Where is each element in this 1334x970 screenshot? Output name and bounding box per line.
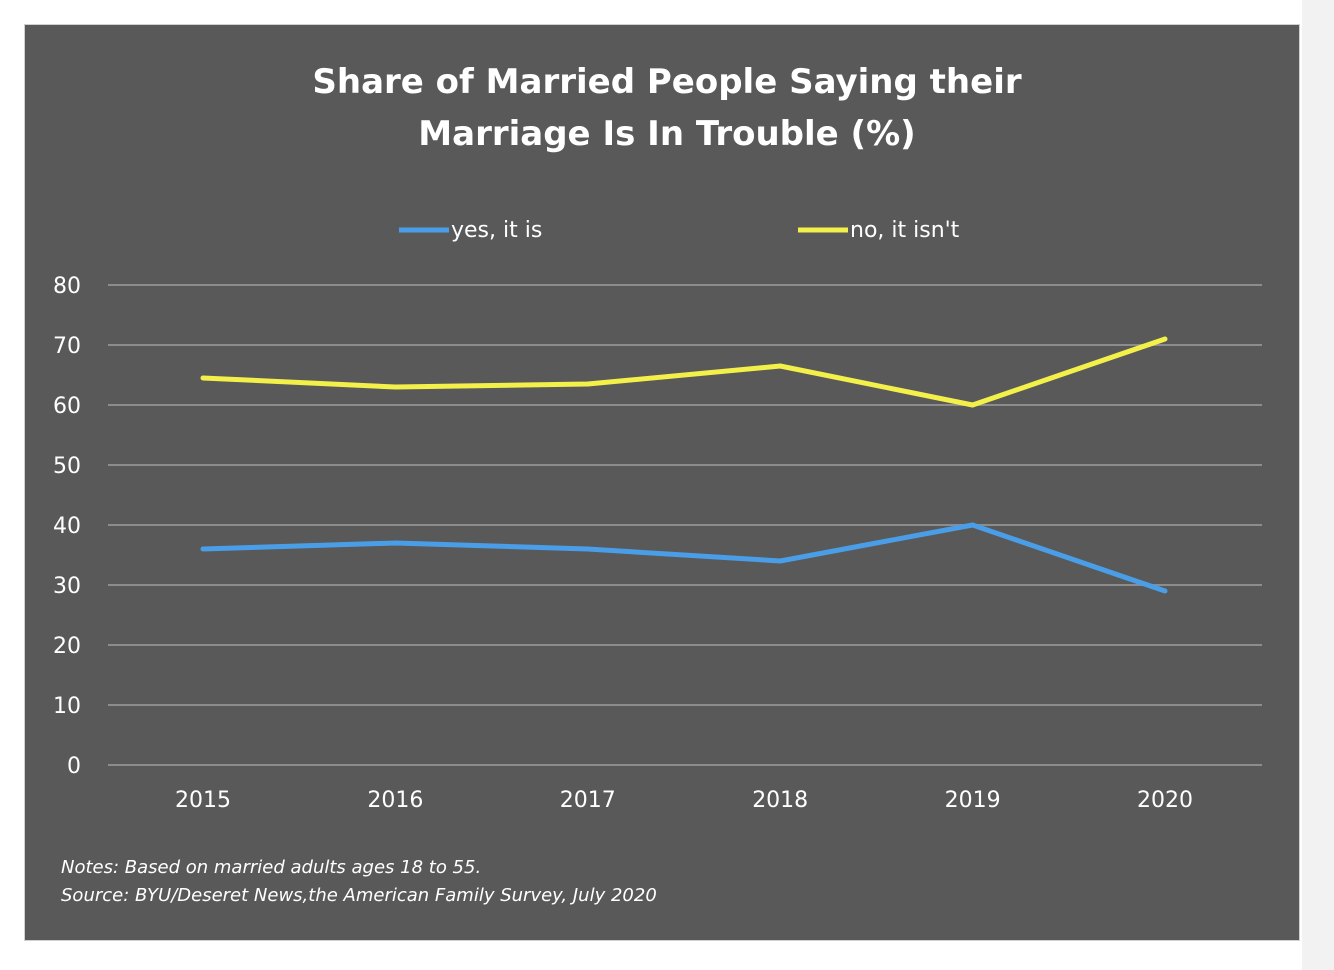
x-tick-label: 2017 <box>560 788 616 813</box>
gridlines <box>108 284 1262 766</box>
legend: yes, it is no, it isn't <box>399 218 960 243</box>
y-tick-label: 30 <box>53 574 81 599</box>
y-tick-label: 70 <box>53 334 81 359</box>
series-line-1 <box>202 336 1166 408</box>
data-point-0-4 <box>970 522 976 528</box>
notes-line: Notes: Based on married adults ages 18 t… <box>61 857 481 878</box>
source-line: Source: BYU/Deseret News,the American Fa… <box>61 885 657 906</box>
x-axis-tick-labels: 2015 2016 2017 2018 2019 2020 <box>175 788 1193 813</box>
x-tick-label: 2015 <box>175 788 231 813</box>
series-lines <box>200 336 1168 594</box>
y-tick-label: 80 <box>53 274 81 299</box>
legend-label-yes: yes, it is <box>451 218 542 243</box>
page-edge <box>1302 0 1334 970</box>
x-tick-label: 2019 <box>945 788 1001 813</box>
data-point-0-2 <box>585 546 591 552</box>
y-tick-label: 0 <box>67 754 81 779</box>
y-tick-label: 10 <box>53 694 81 719</box>
chart-title-line-2: Marriage Is In Trouble (%) <box>418 114 915 154</box>
chart-panel: Share of Married People Saying their Mar… <box>24 24 1300 941</box>
y-tick-label: 40 <box>53 514 81 539</box>
data-point-0-5 <box>1162 588 1168 594</box>
y-tick-label: 20 <box>53 634 81 659</box>
series-line-0 <box>202 522 1166 594</box>
x-tick-label: 2016 <box>367 788 423 813</box>
data-point-0-3 <box>777 558 783 564</box>
data-point-1-3 <box>777 363 783 369</box>
x-tick-label: 2020 <box>1137 788 1193 813</box>
line-chart: Share of Married People Saying their Mar… <box>53 62 1262 906</box>
y-tick-label: 50 <box>53 454 81 479</box>
chart-title-line-1: Share of Married People Saying their <box>312 62 1021 102</box>
y-axis-tick-labels: 0 10 20 30 40 50 60 70 80 <box>53 274 81 779</box>
data-point-0-1 <box>392 540 398 546</box>
x-tick-label: 2018 <box>752 788 808 813</box>
legend-label-no: no, it isn't <box>850 218 960 243</box>
data-point-1-5 <box>1162 336 1168 342</box>
data-point-1-2 <box>585 381 591 387</box>
data-point-0-0 <box>200 546 206 552</box>
y-tick-label: 60 <box>53 394 81 419</box>
data-point-1-1 <box>392 384 398 390</box>
data-point-1-4 <box>970 402 976 408</box>
data-point-1-0 <box>200 375 206 381</box>
